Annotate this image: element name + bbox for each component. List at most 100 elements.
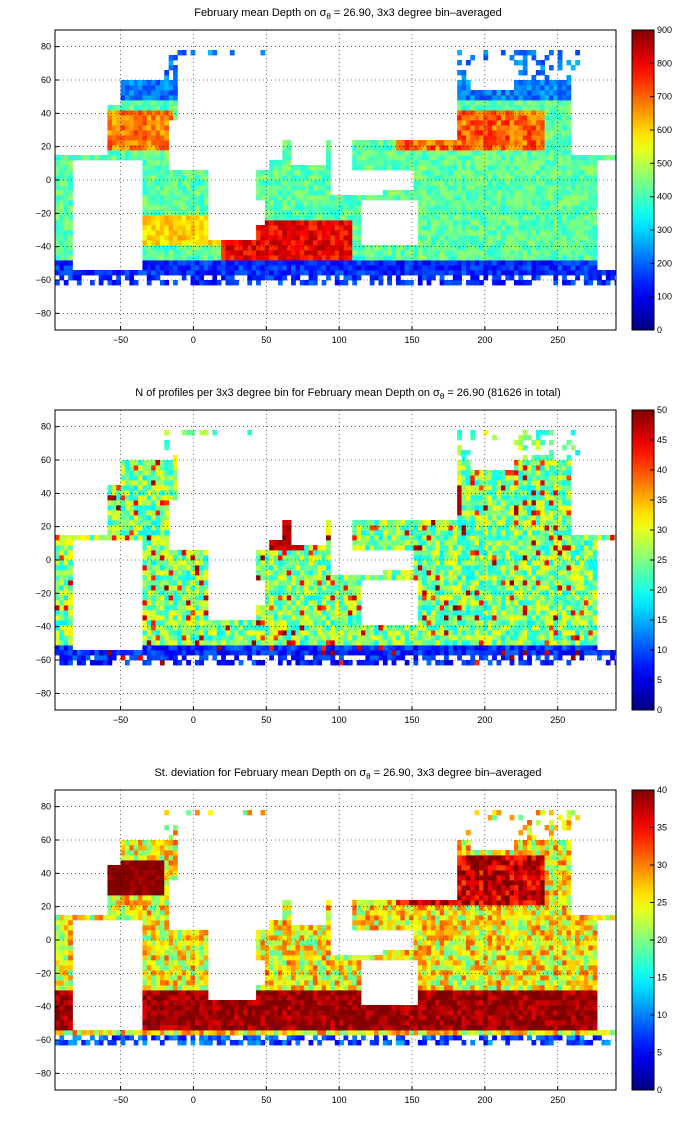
heatmap-cell [588,645,594,651]
heatmap-cell [111,115,117,121]
heatmap-cell [269,260,274,266]
heatmap-cell [277,610,283,616]
heatmap-cell [518,60,524,66]
heatmap-cell [583,650,589,656]
heatmap-cell [269,640,274,646]
heatmap-cell [251,275,257,281]
heatmap-cell [286,200,292,206]
heatmap-cell [457,160,462,166]
heatmap-cell [527,260,532,266]
heatmap-cell [422,580,427,586]
heatmap-cell [247,270,253,276]
heatmap-cell [527,625,532,631]
heatmap-cell [242,630,248,636]
heatmap-cell [553,635,559,641]
heatmap-cell [133,655,139,661]
heatmap-cell [548,220,554,226]
heatmap-cell [483,215,489,221]
heatmap-cell [544,655,550,661]
heatmap-cell [417,205,423,211]
heatmap-cell [365,245,371,251]
heatmap-cell [260,195,266,201]
heatmap-cell [203,195,209,201]
heatmap-cell [544,195,550,201]
heatmap-cell [304,630,309,636]
heatmap-cell [173,635,178,641]
heatmap-cell [540,135,545,141]
heatmap-cell [142,660,148,666]
heatmap-cell [326,645,331,651]
heatmap-cell [199,620,205,626]
heatmap-cell [579,635,585,641]
heatmap-cell [518,650,524,656]
heatmap-cell [365,260,371,266]
heatmap-cell [282,580,288,586]
heatmap-cell [308,620,314,626]
heatmap-cell [361,265,366,271]
heatmap-cell [142,560,148,566]
heatmap-cell [557,270,563,276]
heatmap-cell [531,50,537,56]
heatmap-cell [330,610,336,616]
heatmap-cell [518,205,524,211]
heatmap-cell [514,180,519,186]
heatmap-cell [124,660,130,666]
heatmap-cell [190,625,196,631]
heatmap-cell [391,195,397,201]
heatmap-cell [343,240,349,246]
heatmap-cell [439,160,445,166]
heatmap-cell [142,250,148,256]
heatmap-cell [531,95,537,101]
title-subscript: θ [326,12,331,22]
heatmap-cell [496,605,502,611]
heatmap-cell [321,585,327,591]
heatmap-cell [326,145,331,151]
heatmap-cell [413,570,419,576]
heatmap-cell [474,185,480,191]
heatmap-cell [352,165,358,171]
heatmap-cell [413,645,419,651]
heatmap-cell [68,255,73,261]
heatmap-cell [444,215,449,221]
heatmap-cell [553,165,559,171]
heatmap-cell [273,615,279,621]
y-tick-label: −40 [36,242,51,252]
heatmap-cell [540,250,545,256]
heatmap-cell [430,160,436,166]
heatmap-cell [361,630,366,636]
heatmap-cell [238,640,244,646]
heatmap-cell [426,160,432,166]
heatmap-cell [592,200,598,206]
heatmap-cell [76,655,82,661]
panel-title: N of profiles per 3x3 degree bin for Feb… [0,387,696,401]
heatmap-cell [588,590,594,596]
heatmap-cell [269,225,274,231]
heatmap-cell [256,605,261,611]
heatmap-cell [111,120,117,126]
heatmap-cell [326,630,331,636]
heatmap-cell [413,140,419,146]
heatmap-cell [483,95,489,101]
heatmap-cell [557,650,563,656]
heatmap-cell [129,125,135,131]
heatmap-cell [186,210,191,216]
heatmap-cell [321,200,327,206]
heatmap-cell [146,265,152,271]
heatmap-cell [155,95,161,101]
heatmap-cell [527,200,532,206]
heatmap-cell [168,570,174,576]
heatmap-cell [400,575,406,581]
heatmap-cell [295,255,301,261]
heatmap-cell [461,160,467,166]
heatmap-cell [173,240,178,246]
heatmap-cell [570,250,576,256]
heatmap-cell [522,645,528,651]
heatmap-cell [570,570,576,576]
heatmap-cell [465,85,471,91]
heatmap-cell [465,215,471,221]
heatmap-cell [273,260,279,266]
heatmap-cell [448,180,454,186]
heatmap-cell [544,110,550,116]
heatmap-cell [365,140,371,146]
heatmap-cell [500,150,506,156]
